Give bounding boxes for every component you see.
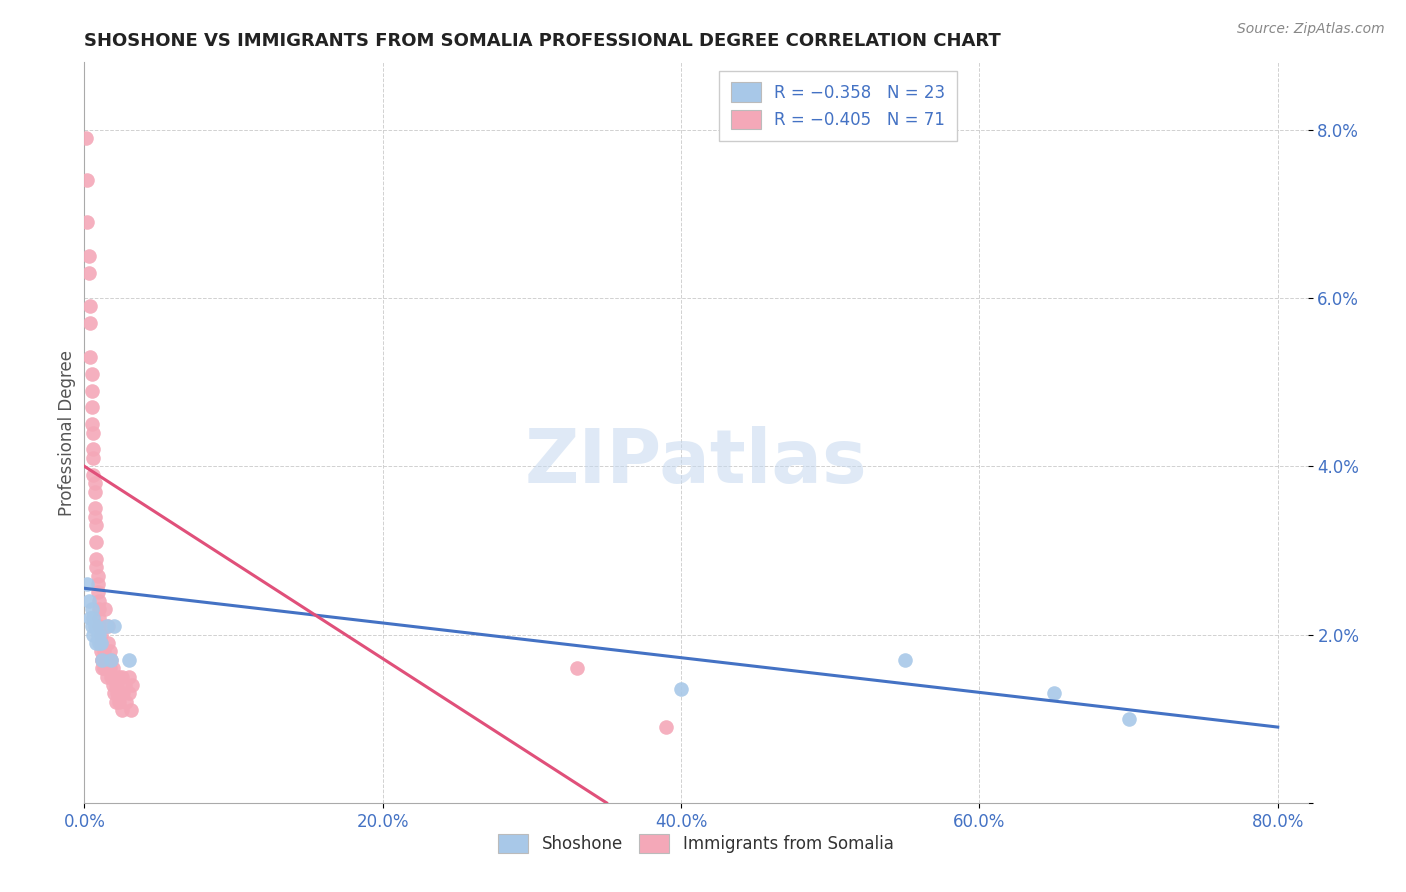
Point [89, 636, 111, 650]
Point [103, 670, 125, 684]
Point [108, 686, 131, 700]
Text: ZIPatlas: ZIPatlas [524, 425, 868, 499]
Point [79, 300, 101, 314]
Point [84, 551, 107, 566]
Point [87, 577, 110, 591]
Point [97, 636, 120, 650]
Point [84, 560, 107, 574]
Point [82, 442, 104, 457]
Point [87, 585, 110, 599]
Point [894, 653, 917, 667]
Point [90, 627, 112, 641]
Point [82, 627, 104, 641]
Point [96, 619, 118, 633]
Point [104, 695, 127, 709]
Point [98, 644, 121, 658]
Point [107, 695, 129, 709]
Point [89, 602, 111, 616]
Point [101, 678, 124, 692]
Point [80, 384, 103, 398]
Point [83, 501, 105, 516]
Point [82, 610, 104, 624]
Point [77, 594, 100, 608]
Point [91, 653, 114, 667]
Point [90, 636, 112, 650]
Point [98, 661, 121, 675]
Text: SHOSHONE VS IMMIGRANTS FROM SOMALIA PROFESSIONAL DEGREE CORRELATION CHART: SHOSHONE VS IMMIGRANTS FROM SOMALIA PROF… [84, 32, 1001, 50]
Point [118, 686, 141, 700]
Point [82, 450, 104, 465]
Point [89, 627, 111, 641]
Point [100, 653, 122, 667]
Point [80, 401, 103, 415]
Point [94, 602, 117, 616]
Point [84, 636, 107, 650]
Point [104, 678, 127, 692]
Point [76, 577, 98, 591]
Point [103, 619, 125, 633]
Point [103, 686, 125, 700]
Point [90, 644, 112, 658]
Point [96, 670, 118, 684]
Point [115, 695, 138, 709]
Point [87, 627, 110, 641]
Point [107, 670, 129, 684]
Y-axis label: Professional Degree: Professional Degree [58, 350, 76, 516]
Point [91, 653, 114, 667]
Point [565, 661, 588, 675]
Point [111, 703, 134, 717]
Point [105, 678, 128, 692]
Point [80, 367, 103, 381]
Point [80, 602, 103, 616]
Point [77, 249, 100, 263]
Point [76, 215, 98, 229]
Text: Source: ZipAtlas.com: Source: ZipAtlas.com [1237, 22, 1385, 37]
Point [82, 425, 104, 440]
Point [83, 619, 105, 633]
Point [75, 131, 97, 145]
Point [84, 535, 107, 549]
Point [96, 653, 118, 667]
Point [669, 682, 692, 697]
Point [91, 661, 114, 675]
Point [89, 594, 111, 608]
Point [121, 678, 143, 692]
Point [90, 636, 112, 650]
Point [77, 266, 100, 280]
Point [100, 653, 122, 667]
Point [79, 350, 101, 364]
Point [1043, 686, 1066, 700]
Point [84, 518, 107, 533]
Point [79, 316, 101, 330]
Point [93, 661, 115, 675]
Point [89, 610, 111, 624]
Point [83, 484, 105, 499]
Point [114, 678, 136, 692]
Point [1118, 712, 1140, 726]
Point [80, 619, 103, 633]
Point [112, 686, 135, 700]
Point [105, 686, 128, 700]
Point [79, 610, 101, 624]
Point [76, 173, 98, 187]
Point [82, 467, 104, 482]
Point [97, 619, 120, 633]
Point [89, 619, 111, 633]
Point [100, 670, 122, 684]
Point [118, 653, 141, 667]
Point [111, 670, 134, 684]
Point [83, 476, 105, 491]
Legend: Shoshone, Immigrants from Somalia: Shoshone, Immigrants from Somalia [489, 825, 903, 861]
Point [655, 720, 678, 734]
Point [120, 703, 142, 717]
Point [84, 619, 107, 633]
Point [101, 661, 124, 675]
Point [80, 417, 103, 432]
Point [93, 644, 115, 658]
Point [91, 653, 114, 667]
Point [118, 670, 141, 684]
Point [97, 653, 120, 667]
Point [87, 568, 110, 582]
Point [83, 509, 105, 524]
